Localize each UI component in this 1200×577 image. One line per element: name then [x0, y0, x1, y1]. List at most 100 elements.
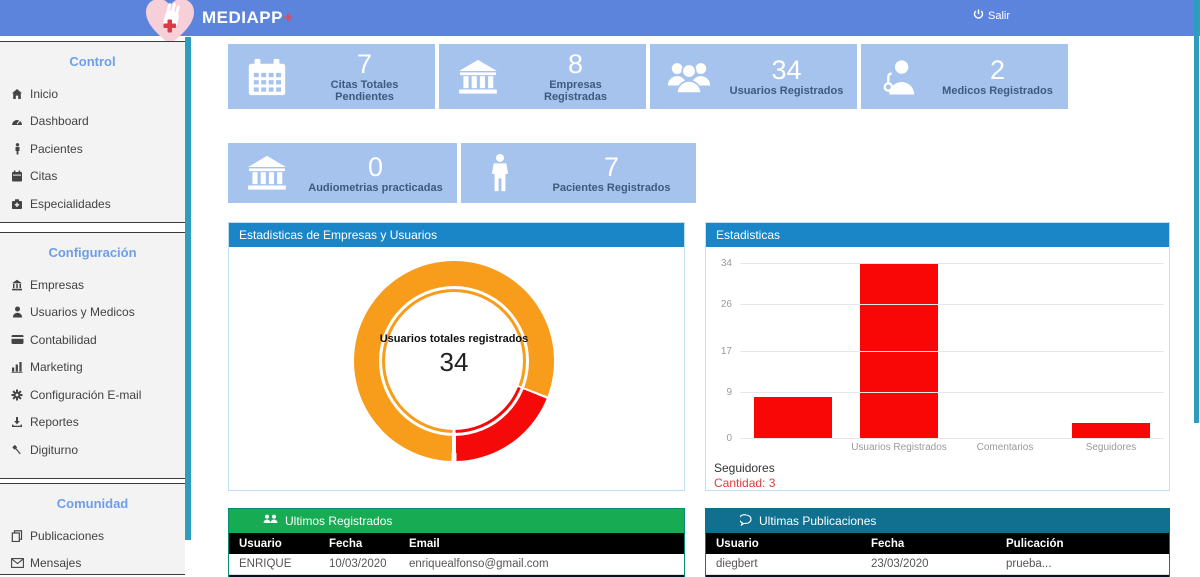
sidebar-heading-comunidad: Comunidad — [56, 496, 129, 511]
bar-chart-x-labels: Usuarios Registrados Comentarios Seguidore… — [740, 442, 1164, 453]
bank-icon — [439, 59, 517, 95]
sidebar-section-control: Control Inicio Dashboard Pacientes Citas… — [0, 41, 185, 223]
y-tick-label: 34 — [720, 258, 732, 269]
sidebar-item-reportes[interactable]: Reportes — [0, 409, 185, 437]
table-row: ENRIQUE 10/03/2020 enriquealfonso@gmail.… — [229, 554, 684, 575]
bar-chart-icon — [9, 361, 25, 373]
page-scrollbar[interactable] — [1194, 0, 1199, 423]
credit-card-icon — [9, 334, 25, 345]
stat-card-pacientes: 7 Pacientes Registrados — [461, 143, 696, 203]
logout-button[interactable]: Salir — [973, 9, 1010, 23]
table1-header: Ultimos Registrados — [229, 509, 684, 533]
sidebar-item-contabilidad[interactable]: Contabilidad — [0, 326, 185, 354]
sidebar-item-config-email[interactable]: Configuración E-mail — [0, 381, 185, 409]
x-category-label: Comentarios — [976, 442, 1034, 453]
x-category-label: Usuarios Registrados — [851, 442, 947, 453]
sidebar-item-marketing[interactable]: Marketing — [0, 354, 185, 382]
stat-value: 2 — [989, 55, 1006, 85]
app-title-plus: + — [282, 8, 294, 27]
donut-panel-title: Estadisticas de Empresas y Usuarios — [229, 223, 684, 247]
ultimos-registrados-table: Ultimos Registrados Usuario Fecha Email … — [228, 508, 685, 577]
table2-column-headers: Usuario Fecha Pulicación — [706, 533, 1169, 554]
users-group-icon — [263, 514, 278, 528]
gridline — [740, 304, 1164, 306]
sidebar-scrollbar[interactable] — [185, 37, 191, 540]
bar-panel-title: Estadisticas — [706, 223, 1169, 247]
app-title: MEDIAPP+ — [202, 8, 294, 27]
gridline — [740, 350, 1164, 352]
sidebar-item-especialidades[interactable]: Especialidades — [0, 190, 185, 218]
sidebar-item-inicio[interactable]: Inicio — [0, 80, 185, 108]
sidebar-item-dashboard[interactable]: Dashboard — [0, 108, 185, 136]
stat-label: Medicos Registrados — [942, 85, 1053, 97]
home-icon — [9, 88, 25, 100]
download-icon — [9, 416, 25, 428]
sidebar-item-empresas[interactable]: Empresas — [0, 271, 185, 299]
y-tick-label: 9 — [726, 386, 732, 398]
heart-medical-logo-icon — [144, 0, 196, 46]
sidebar-item-usuarios-medicos[interactable]: Usuarios y Medicos — [0, 299, 185, 327]
table1-column-headers: Usuario Fecha Email — [229, 533, 684, 554]
chat-bubble-icon — [738, 513, 752, 529]
bank-icon — [9, 279, 25, 291]
gridline — [740, 391, 1164, 393]
bar-footer-label: Seguidores — [714, 461, 775, 475]
gear-icon — [9, 389, 25, 401]
ultimas-publicaciones-table: Ultimas Publicaciones Usuario Fecha Puli… — [705, 508, 1170, 577]
doctor-icon — [861, 59, 939, 95]
table1-next-row-cut — [229, 575, 684, 577]
sidebar-section-configuracion: Configuración Empresas Usuarios y Medico… — [0, 232, 185, 479]
y-tick-label: 26 — [720, 299, 732, 311]
bar-chart-plot — [740, 263, 1164, 439]
stat-card-empresas: 8 Empresas Registradas — [439, 44, 646, 109]
envelope-icon — [9, 558, 25, 569]
calendar-icon — [9, 170, 25, 182]
stat-cards-row-2: 0 Audiometrias practicadas 7 Pacientes Reg… — [228, 143, 696, 203]
sidebar-item-mensajes[interactable]: Mensajes — [0, 550, 185, 577]
sidebar-section-comunidad: Comunidad Publicaciones Mensajes — [0, 483, 185, 575]
calendar-icon — [228, 58, 306, 96]
sidebar-item-publicaciones[interactable]: Publicaciones — [0, 522, 185, 550]
table-row: diegbert 23/03/2020 prueba... — [706, 554, 1169, 575]
sidebar-item-pacientes[interactable]: Pacientes — [0, 135, 185, 163]
stat-value: 34 — [771, 55, 802, 85]
medkit-icon — [9, 198, 25, 210]
gridline — [740, 438, 1164, 439]
bar-footer-value: Cantidad: 3 — [714, 476, 776, 490]
table2-header: Ultimas Publicaciones — [706, 509, 1169, 533]
x-category-label: Seguidores — [1085, 442, 1137, 453]
user-icon — [9, 306, 25, 318]
gavel-icon — [9, 444, 25, 456]
power-icon — [973, 9, 984, 23]
stat-label: Citas Totales Pendientes — [330, 79, 399, 103]
stat-label: Usuarios Registrados — [729, 85, 844, 97]
bank-icon — [228, 155, 306, 191]
stat-cards-row-1: 7 Citas Totales Pendientes 8 Empresas Regi… — [228, 44, 1068, 109]
stat-value: 7 — [603, 151, 620, 182]
table2-next-row-cut — [706, 575, 1169, 577]
donut-chart-panel: Estadisticas de Empresas y Usuarios Usua… — [228, 222, 685, 491]
stat-label: Pacientes Registrados — [552, 181, 671, 194]
bar-seguidores — [1072, 422, 1150, 438]
sidebar-item-digiturno[interactable]: Digiturno — [0, 436, 185, 464]
person-icon — [461, 154, 539, 192]
bar-serie-0 — [754, 396, 832, 438]
stat-card-citas: 7 Citas Totales Pendientes — [228, 44, 435, 109]
y-tick-label: 17 — [720, 345, 732, 357]
stat-value: 8 — [567, 49, 584, 79]
stat-label: Empresas Registradas — [544, 79, 607, 103]
dashboard-gauge-icon — [9, 115, 25, 127]
stat-card-usuarios: 34 Usuarios Registrados — [650, 44, 857, 109]
top-navbar: MEDIAPP+ Salir — [0, 0, 1200, 44]
stat-label: Audiometrias practicadas — [308, 181, 443, 194]
x-category-label — [740, 442, 846, 453]
sidebar-heading-control: Control — [69, 54, 116, 69]
sidebar-heading-configuracion: Configuración — [48, 245, 137, 260]
stat-value: 7 — [356, 49, 373, 79]
donut-center-text: Usuarios totales registrados 34 — [379, 333, 529, 377]
users-group-icon — [650, 59, 728, 95]
pages-icon — [9, 529, 25, 542]
bar-chart-panel: Estadisticas 0 9 17 26 34 Usuarios Registrad… — [705, 222, 1170, 491]
sidebar-item-citas[interactable]: Citas — [0, 163, 185, 191]
